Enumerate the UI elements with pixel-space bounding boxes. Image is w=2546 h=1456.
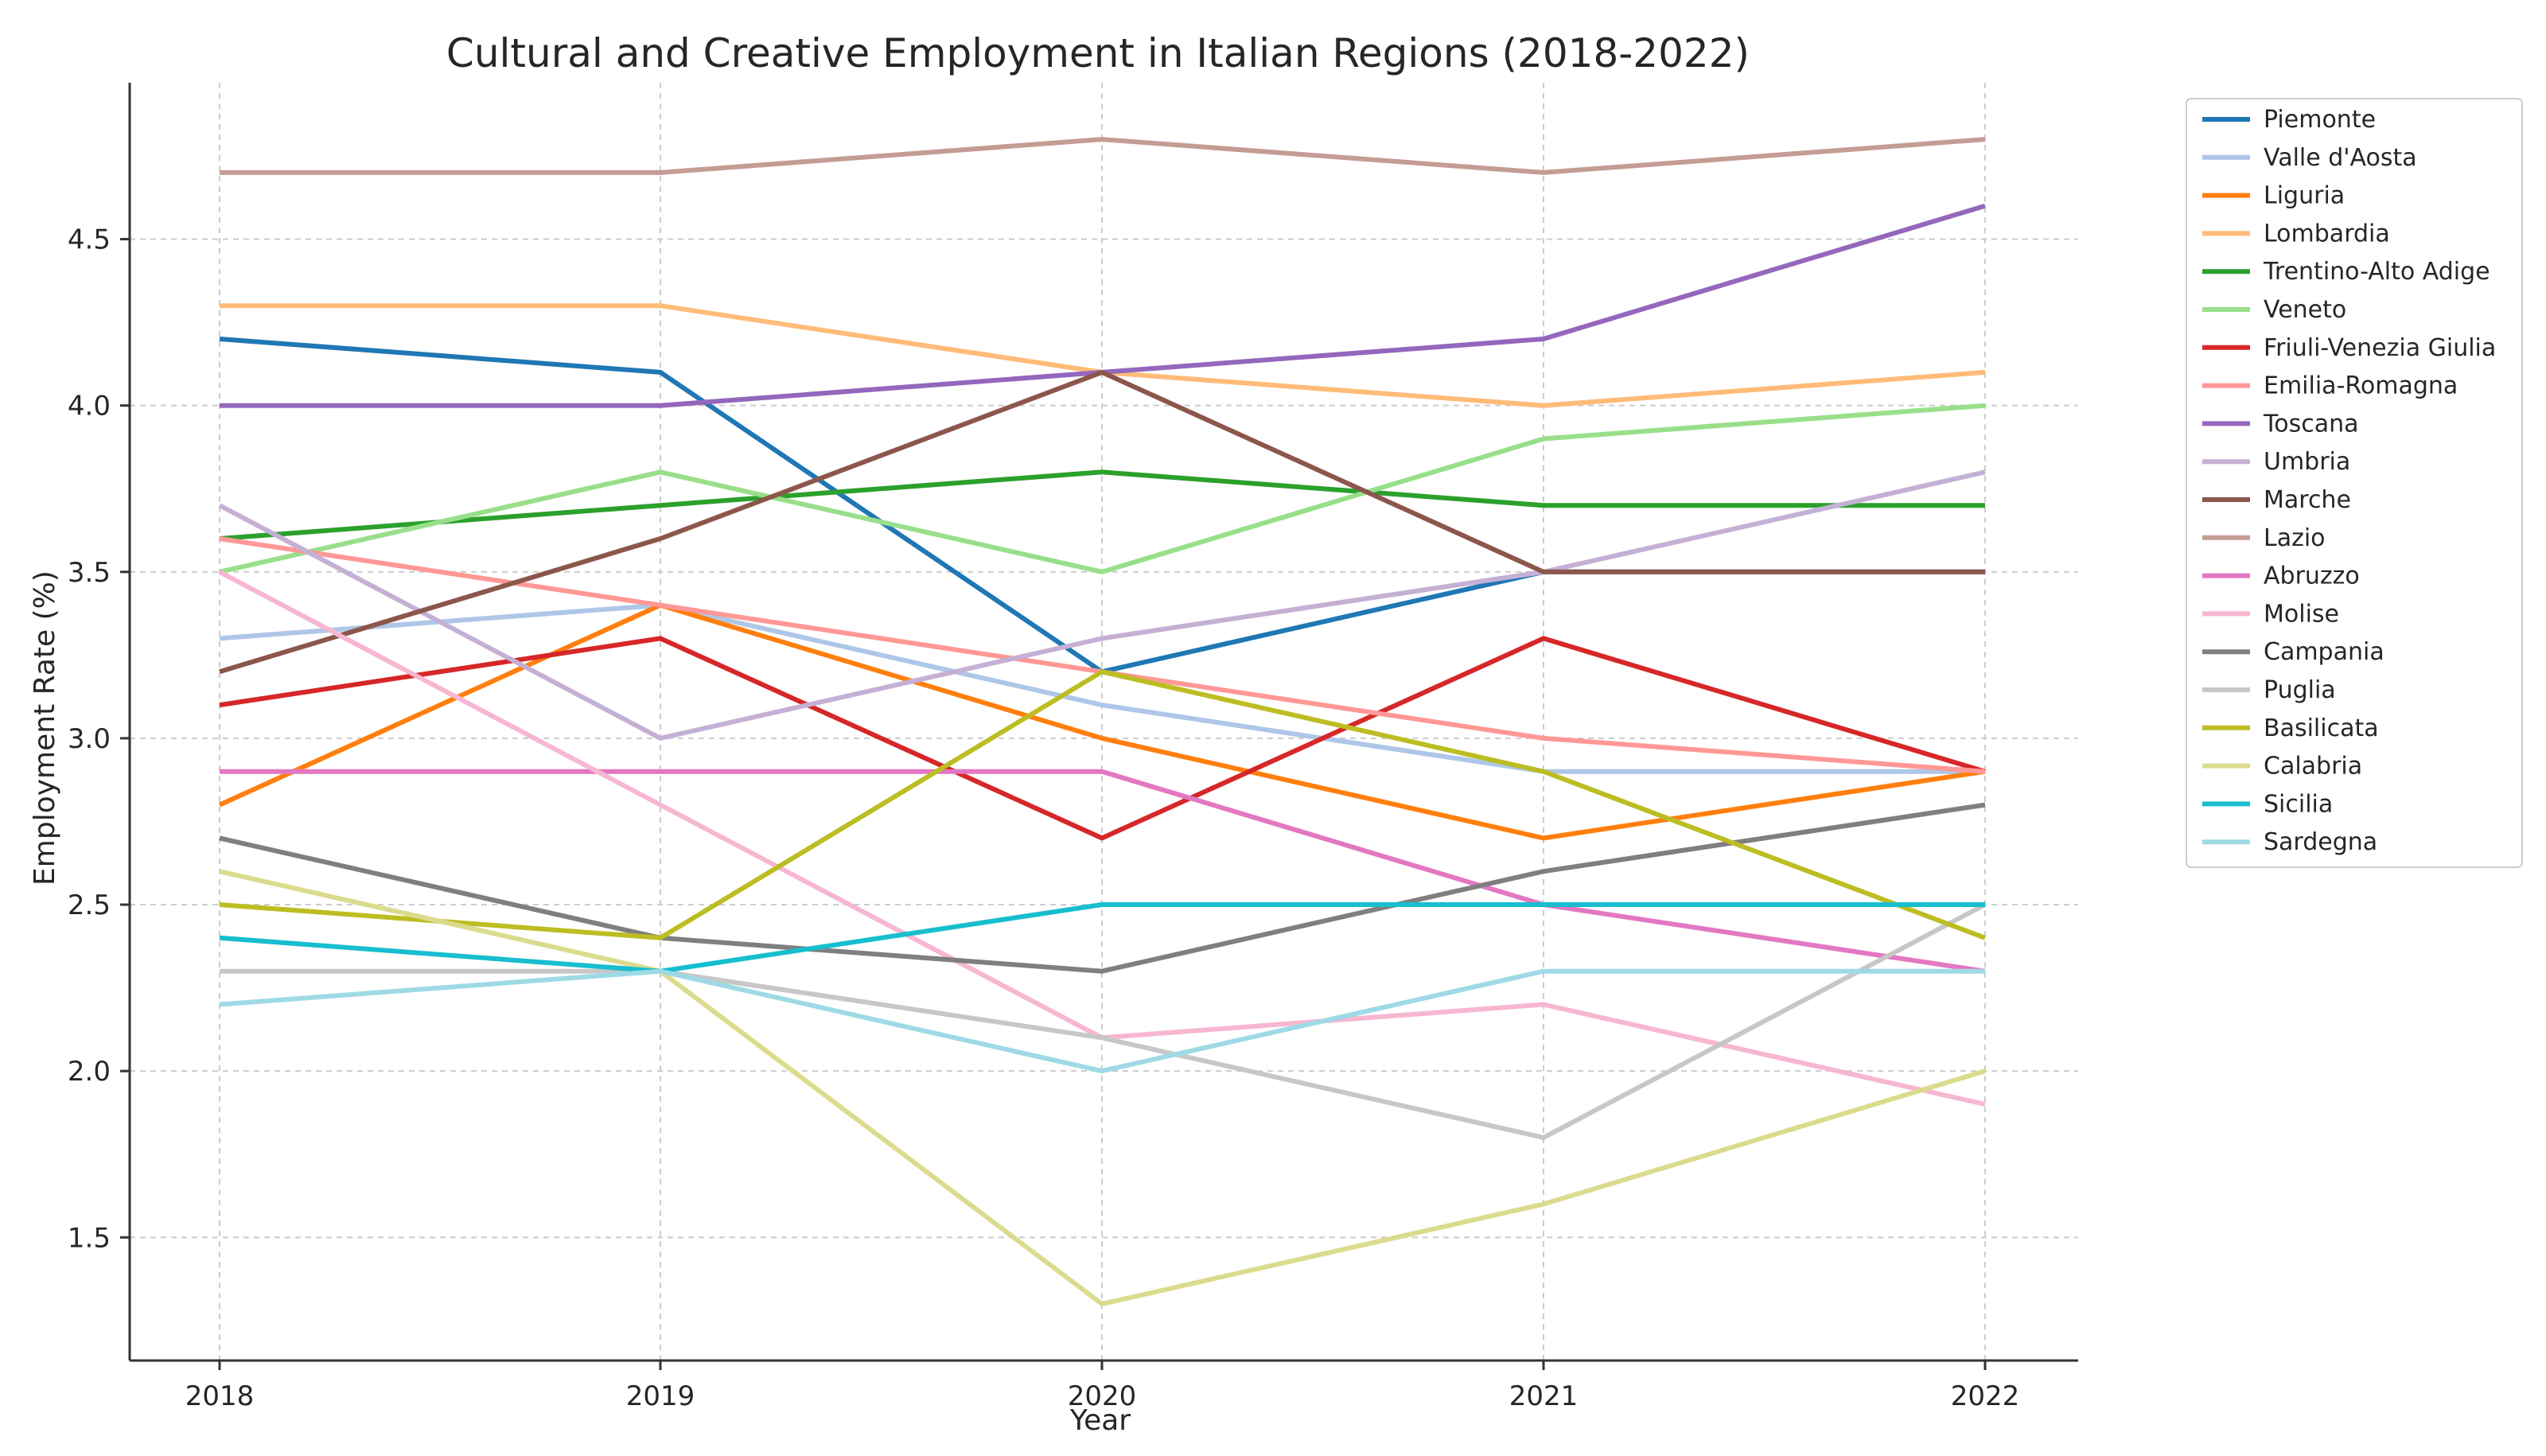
axes-layer — [128, 83, 2078, 1362]
y-tick-label: 2.0 — [68, 1056, 111, 1088]
legend-item: Veneto — [2202, 296, 2346, 324]
series-line-veneto — [219, 403, 1986, 574]
legend-item: Friuli-Venezia Giulia — [2202, 334, 2496, 362]
series-line-liguria — [218, 602, 1986, 841]
legend-item: Lazio — [2202, 524, 2326, 552]
x-axis-label: Year — [1069, 1404, 1131, 1437]
legend-label: Toscana — [2263, 410, 2359, 438]
series-line-calabria — [219, 869, 1986, 1306]
legend-item: Campania — [2202, 638, 2384, 666]
series-layer — [218, 137, 1987, 1306]
legend-label: Lombardia — [2264, 220, 2390, 247]
legend-label: Molise — [2264, 600, 2339, 628]
y-axis-label: Employment Rate (%) — [29, 570, 61, 886]
legend-item: Puglia — [2202, 676, 2336, 704]
legend-label: Lazio — [2264, 524, 2326, 552]
y-tick-label: 4.0 — [68, 391, 111, 422]
series-line-sardegna — [219, 968, 1985, 1074]
legend-label: Sardegna — [2264, 828, 2377, 856]
legend-label: Marche — [2264, 486, 2351, 514]
legend-label: Friuli-Venezia Giulia — [2264, 334, 2496, 362]
x-tick-label: 2020 — [1068, 1380, 1137, 1412]
legend-item: Valle d'Aosta — [2202, 144, 2417, 172]
legend-label: Liguria — [2264, 182, 2345, 210]
legend-label: Emilia-Romagna — [2264, 372, 2458, 400]
series-line-marche — [219, 369, 1985, 675]
legend: Piemonte Valle d'Aosta Liguria Lombardia Tre… — [2186, 98, 2523, 868]
legend-label: Puglia — [2264, 676, 2336, 704]
legend-item: Calabria — [2202, 753, 2362, 781]
legend-label: Campania — [2264, 638, 2384, 666]
legend-label: Umbria — [2264, 448, 2350, 476]
legend-item: Toscana — [2202, 410, 2359, 438]
legend-item: Liguria — [2202, 182, 2345, 210]
legend-item: Abruzzo — [2202, 563, 2360, 590]
legend-label: Trentino-Alto Adige — [2263, 258, 2490, 286]
x-tick-labels: 2018 2019 2020 2021 2022 — [185, 1361, 2020, 1412]
series-line-valle-d-aosta — [219, 602, 1985, 774]
x-tick-label: 2021 — [1509, 1380, 1579, 1412]
y-tick-label: 1.5 — [68, 1222, 111, 1254]
x-tick-label: 2018 — [185, 1380, 255, 1412]
legend-item: Sardegna — [2202, 828, 2377, 856]
legend-label: Sicilia — [2264, 790, 2333, 818]
legend-item: Sicilia — [2202, 790, 2333, 818]
chart-title: Cultural and Creative Employment in Ital… — [446, 30, 1750, 76]
legend-item: Marche — [2202, 486, 2351, 514]
legend-item: Molise — [2202, 600, 2339, 628]
legend-label: Valle d'Aosta — [2264, 144, 2417, 172]
legend-label: Piemonte — [2264, 106, 2376, 134]
legend-item: Basilicata — [2202, 714, 2379, 742]
legend-box — [2186, 98, 2523, 868]
legend-label: Basilicata — [2264, 714, 2379, 742]
series-line-sicilia — [219, 902, 1985, 974]
legend-item: Umbria — [2202, 448, 2350, 476]
x-tick-label: 2022 — [1951, 1380, 2020, 1412]
legend-label: Veneto — [2264, 296, 2346, 324]
legend-item: Piemonte — [2202, 106, 2376, 134]
y-tick-label: 2.5 — [68, 890, 111, 921]
legend-item: Trentino-Alto Adige — [2202, 258, 2490, 286]
legend-label: Abruzzo — [2264, 563, 2360, 590]
series-line-umbria — [218, 469, 1986, 741]
series-line-trentino-alto-adige — [219, 469, 1985, 541]
y-tick-label: 3.0 — [68, 723, 111, 755]
legend-item: Emilia-Romagna — [2202, 372, 2458, 400]
series-line-basilicata — [219, 669, 1987, 940]
y-tick-labels: 1.5 2.0 2.5 3.0 3.5 4.0 4.5 — [68, 224, 130, 1254]
legend-item: Lombardia — [2202, 220, 2390, 247]
series-line-lazio — [220, 137, 1986, 175]
grid-layer — [130, 83, 2078, 1361]
series-line-puglia — [220, 902, 1987, 1140]
y-tick-label: 3.5 — [68, 557, 111, 589]
x-tick-label: 2019 — [626, 1380, 695, 1412]
y-tick-label: 4.5 — [68, 224, 111, 256]
legend-label: Calabria — [2264, 753, 2362, 781]
series-line-abruzzo — [220, 769, 1986, 974]
legend-items: Piemonte Valle d'Aosta Liguria Lombardia Tre… — [2202, 106, 2496, 856]
series-line-campania — [219, 802, 1986, 974]
